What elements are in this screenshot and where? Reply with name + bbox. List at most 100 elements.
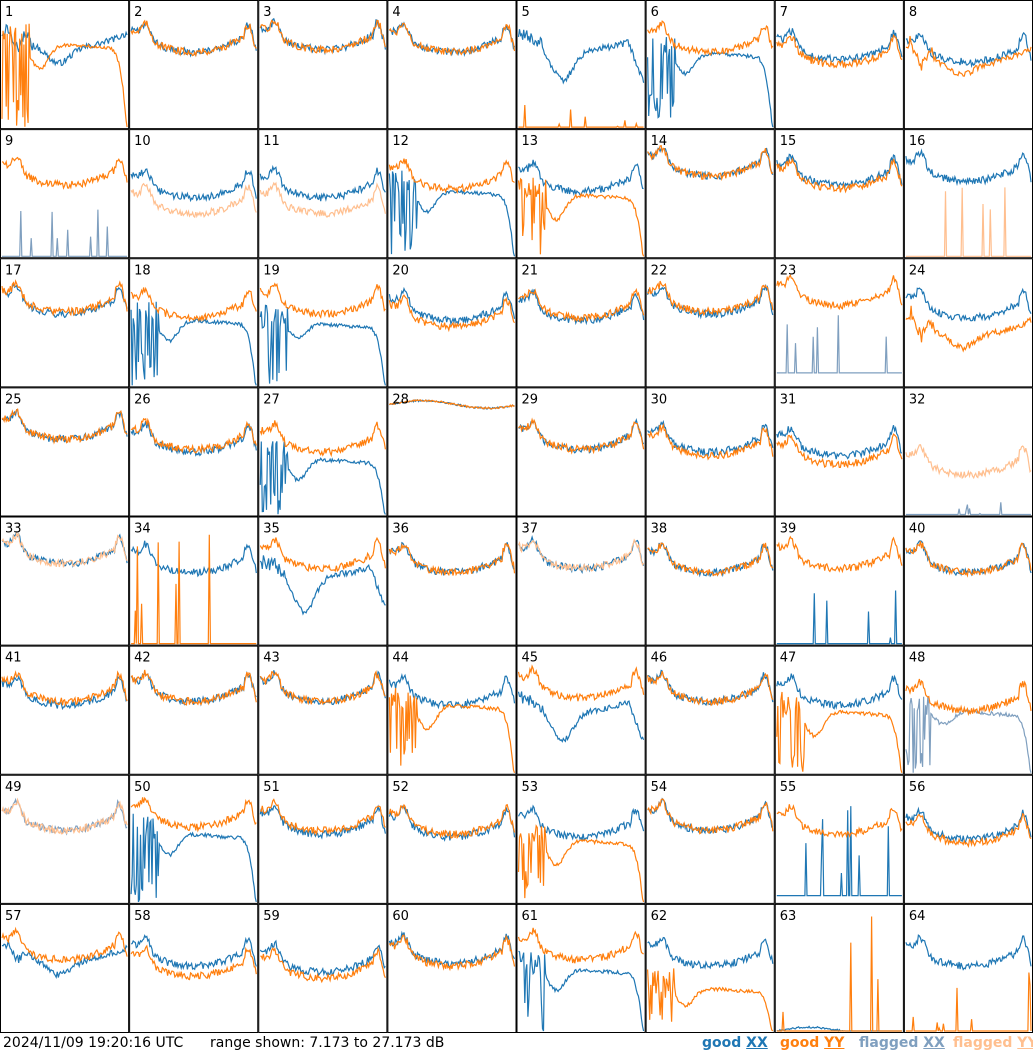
panel-label: 35 — [263, 522, 280, 537]
series-yy-good — [130, 417, 257, 454]
panel-label: 6 — [651, 5, 659, 20]
series-xx-good — [647, 419, 774, 458]
panel-33: 33 — [0, 516, 130, 646]
panel-64: 64 — [903, 903, 1033, 1033]
series-xx-good — [776, 590, 902, 645]
panel-label: 62 — [651, 909, 668, 924]
panel-31: 31 — [774, 387, 904, 517]
panel-frame — [516, 0, 646, 130]
series-yy-good — [130, 796, 257, 833]
series-yy-good — [1, 926, 128, 965]
series-xx-good — [905, 934, 1032, 971]
panel-label: 64 — [909, 909, 926, 924]
series-yy-good — [518, 104, 644, 128]
panel-frame — [0, 645, 130, 775]
series-xx-good — [259, 441, 386, 515]
panel-10: 10 — [129, 129, 259, 259]
panel-45: 45 — [516, 645, 646, 775]
series-xx-good — [130, 934, 257, 971]
legend-good-yy: good YY — [780, 1035, 844, 1051]
panel-label: 18 — [134, 263, 151, 278]
panel-label: 61 — [522, 909, 539, 924]
panel-label: 1 — [5, 5, 13, 20]
series-yy-good — [518, 417, 645, 455]
series-yy-flagged — [905, 444, 1032, 480]
panel-label: 46 — [651, 651, 668, 666]
panel-63: 63 — [774, 903, 904, 1033]
series-xx-good — [905, 31, 1032, 69]
panel-label: 59 — [263, 909, 280, 924]
series-yy-good — [776, 804, 903, 839]
panel-frame — [387, 516, 517, 646]
panel-57: 57 — [0, 903, 130, 1033]
series-yy-good — [259, 282, 386, 319]
panel-label: 19 — [263, 263, 280, 278]
series-yy-good — [388, 542, 516, 577]
series-yy-good — [905, 541, 1032, 578]
series-yy-good — [1, 156, 128, 190]
series-yy-flagged — [1, 532, 128, 568]
series-yy-good — [259, 536, 386, 573]
panel-59: 59 — [258, 903, 388, 1033]
panel-26: 26 — [129, 387, 259, 517]
series-yy-good — [647, 671, 774, 707]
panel-frame — [516, 903, 646, 1033]
series-yy-good — [388, 22, 516, 57]
panel-label: 3 — [263, 5, 271, 20]
panel-frame — [516, 516, 646, 646]
panel-label: 58 — [134, 909, 151, 924]
series-xx-good — [517, 691, 645, 743]
panel-47: 47 — [774, 645, 904, 775]
panel-label: 24 — [909, 263, 926, 278]
panel-label: 40 — [909, 522, 926, 537]
series-yy-good — [905, 678, 1032, 717]
panel-32: 32 — [903, 387, 1033, 517]
panel-11: 11 — [258, 129, 388, 259]
panel-label: 20 — [392, 263, 409, 278]
panel-frame — [645, 129, 775, 259]
panel-frame — [645, 0, 775, 130]
series-xx-good — [776, 673, 903, 710]
panel-18: 18 — [129, 258, 259, 388]
panel-frame — [258, 516, 388, 646]
series-xx-flagged — [776, 315, 902, 374]
series-xx-good — [905, 287, 1032, 322]
series-yy-good — [517, 824, 645, 903]
panel-frame — [258, 774, 388, 904]
panel-label: 17 — [5, 263, 22, 278]
range-readout: range shown: 7.173 to 27.173 dB — [210, 1035, 445, 1051]
panel-label: 21 — [522, 263, 539, 278]
series-yy-good — [259, 670, 386, 706]
panel-20: 20 — [387, 258, 517, 388]
panel-49: 49 — [0, 774, 130, 904]
panel-17: 17 — [0, 258, 130, 388]
legend-status: good — [702, 1035, 742, 1051]
series-xx-good — [259, 164, 386, 202]
series-yy-good — [647, 20, 774, 56]
series-xx-good — [130, 670, 257, 707]
panel-label: 33 — [5, 522, 22, 537]
series-xx-good — [647, 936, 774, 970]
series-yy-good — [388, 158, 515, 195]
panel-44: 44 — [387, 645, 517, 775]
legend-flagged-xx: flagged XX — [859, 1035, 945, 1051]
series-xx-good — [776, 806, 902, 897]
panel-label: 39 — [780, 522, 797, 537]
panel-label: 60 — [392, 909, 409, 924]
panel-frame — [645, 516, 775, 646]
series-yy-good — [130, 944, 257, 981]
panel-label: 30 — [651, 392, 668, 407]
legend-good-xx: good XX — [702, 1035, 768, 1051]
panel-60: 60 — [387, 903, 517, 1033]
panel-25: 25 — [0, 387, 130, 517]
panel-frame — [129, 645, 259, 775]
panel-62: 62 — [645, 903, 775, 1033]
series-xx-good — [517, 804, 645, 842]
panel-label: 14 — [651, 134, 668, 149]
panel-label: 9 — [5, 134, 13, 149]
panel-label: 12 — [392, 134, 409, 149]
series-yy-good — [647, 422, 774, 461]
series-yy-good — [905, 812, 1032, 849]
series-xx-good — [905, 148, 1032, 187]
